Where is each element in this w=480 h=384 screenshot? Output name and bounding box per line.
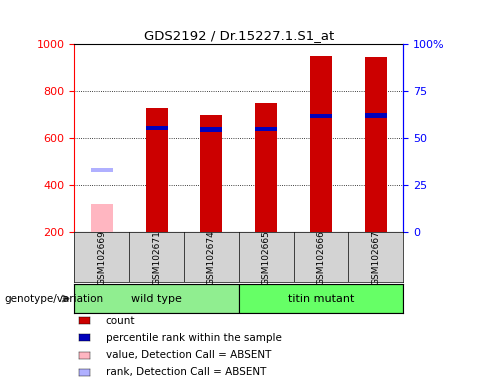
Bar — [91, 204, 113, 232]
Bar — [201, 115, 222, 232]
Bar — [201, 127, 222, 132]
Bar — [239, 284, 403, 313]
Text: value, Detection Call = ABSENT: value, Detection Call = ABSENT — [106, 350, 271, 360]
Bar — [145, 126, 168, 130]
Bar — [310, 56, 332, 232]
Bar — [310, 114, 332, 118]
Bar — [255, 103, 277, 232]
Text: GSM102669: GSM102669 — [97, 230, 106, 285]
Text: GSM102674: GSM102674 — [207, 230, 216, 285]
Text: genotype/variation: genotype/variation — [5, 293, 104, 304]
Text: rank, Detection Call = ABSENT: rank, Detection Call = ABSENT — [106, 367, 266, 377]
Text: GSM102667: GSM102667 — [372, 230, 380, 285]
Text: GSM102671: GSM102671 — [152, 230, 161, 285]
Text: GSM102665: GSM102665 — [262, 230, 271, 285]
Text: titin mutant: titin mutant — [288, 293, 354, 304]
Bar — [365, 57, 387, 232]
Bar — [255, 127, 277, 131]
Bar — [91, 168, 113, 172]
Text: GSM102666: GSM102666 — [316, 230, 325, 285]
Text: percentile rank within the sample: percentile rank within the sample — [106, 333, 281, 343]
Bar — [365, 113, 387, 118]
Text: wild type: wild type — [131, 293, 182, 304]
Title: GDS2192 / Dr.15227.1.S1_at: GDS2192 / Dr.15227.1.S1_at — [144, 28, 334, 41]
Text: count: count — [106, 316, 135, 326]
Bar — [74, 284, 239, 313]
Bar — [145, 108, 168, 232]
